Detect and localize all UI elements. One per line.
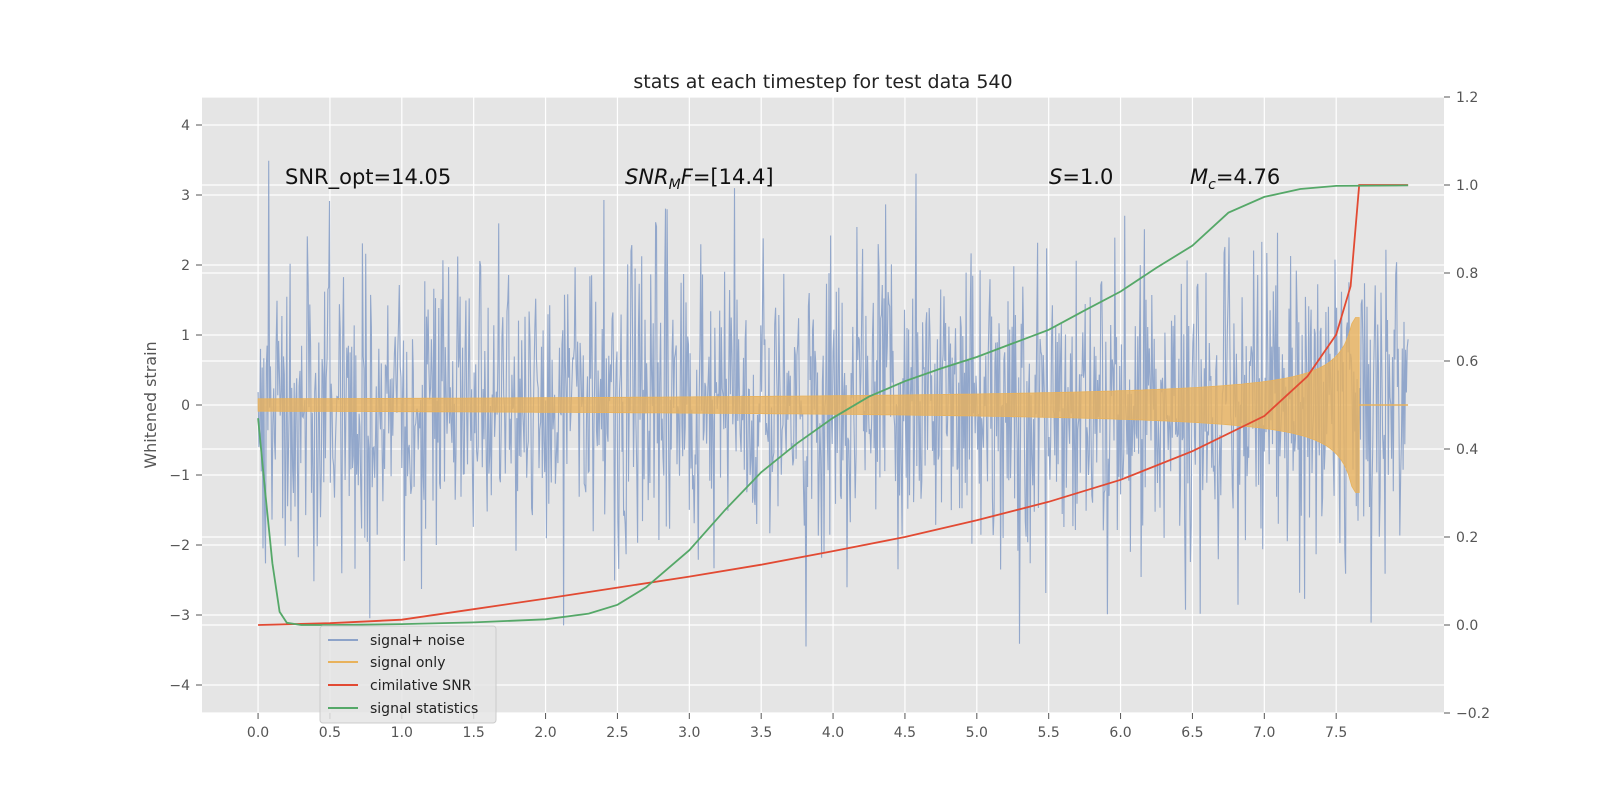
- y2-tick-label: 0.4: [1456, 442, 1478, 458]
- y-tick-label: 2: [181, 258, 190, 274]
- legend-label-signal-noise: signal+ noise: [370, 633, 465, 649]
- annotation-mc: Mc=4.76: [1190, 165, 1280, 193]
- x-tick-label: 2.0: [534, 725, 556, 741]
- annotation-snr-opt: SNR_opt=14.05: [285, 165, 451, 190]
- x-tick-label: 3.0: [678, 725, 700, 741]
- series-signal-only: [257, 317, 1409, 493]
- y-axis-label: Whitened strain: [141, 341, 160, 468]
- x-tick-label: 4.5: [894, 725, 916, 741]
- x-tick-label: 5.5: [1038, 725, 1060, 741]
- legend-label-signal-only: signal only: [370, 655, 445, 671]
- annotation-s: S=1.0: [1049, 165, 1113, 189]
- y-tick-label: 4: [181, 118, 190, 134]
- y-tick-label: −2: [169, 538, 190, 554]
- y-tick-label: −3: [169, 608, 190, 624]
- x-tick-label: 0.5: [319, 725, 341, 741]
- x-tick-label: 6.5: [1181, 725, 1203, 741]
- legend-label-signal-statistics: signal statistics: [370, 701, 478, 717]
- x-tick-label: 1.5: [463, 725, 485, 741]
- y-tick-label: 0: [181, 398, 190, 414]
- area-signal-only: [257, 317, 1360, 493]
- line-cumulative-snr: [258, 184, 1409, 626]
- annotation-snr-mf: SNRMF=[14.4]: [625, 165, 774, 193]
- y2-tick-label: 1.0: [1456, 178, 1478, 194]
- legend-box: [319, 625, 497, 724]
- x-tick-label: 7.0: [1253, 725, 1275, 741]
- y-tick-label: −4: [169, 678, 190, 694]
- legend: signal+ noise signal only cimilative SNR…: [319, 625, 497, 724]
- y2-tick-label: 0.0: [1456, 618, 1478, 634]
- x-tick-label: 6.0: [1109, 725, 1131, 741]
- y-tick-label: 3: [181, 188, 190, 204]
- x-tick-label: 4.0: [822, 725, 844, 741]
- y2-tick-label: 0.2: [1456, 530, 1478, 546]
- y2-tick-label: −0.2: [1456, 706, 1490, 722]
- y2-tick-label: 0.8: [1456, 266, 1478, 282]
- x-tick-label: 7.5: [1325, 725, 1347, 741]
- x-tick-label: 1.0: [391, 725, 413, 741]
- y2-tick-label: 0.6: [1456, 354, 1478, 370]
- x-tick-label: 0.0: [247, 725, 269, 741]
- y2-tick-label: 1.2: [1456, 90, 1478, 106]
- legend-label-cumulative-snr: cimilative SNR: [370, 678, 472, 694]
- chart-title: stats at each timestep for test data 540: [633, 71, 1012, 93]
- series-lines: [257, 184, 1409, 626]
- y-tick-label: 1: [181, 328, 190, 344]
- y-tick-label: −1: [169, 468, 190, 484]
- annotations: SNR_opt=14.05 SNRMF=[14.4] S=1.0 Mc=4.76: [285, 165, 1280, 193]
- line-signal-statistics: [257, 184, 1409, 626]
- x-tick-label: 3.5: [750, 725, 772, 741]
- axis-ticks: 0.0 0.5 1.0 1.5 2.0 2.5 3.0 3.5 4.0 4.5 5.0 5.5 6.0 6…: [169, 90, 1490, 741]
- x-tick-label: 5.0: [966, 725, 988, 741]
- x-tick-label: 2.5: [606, 725, 628, 741]
